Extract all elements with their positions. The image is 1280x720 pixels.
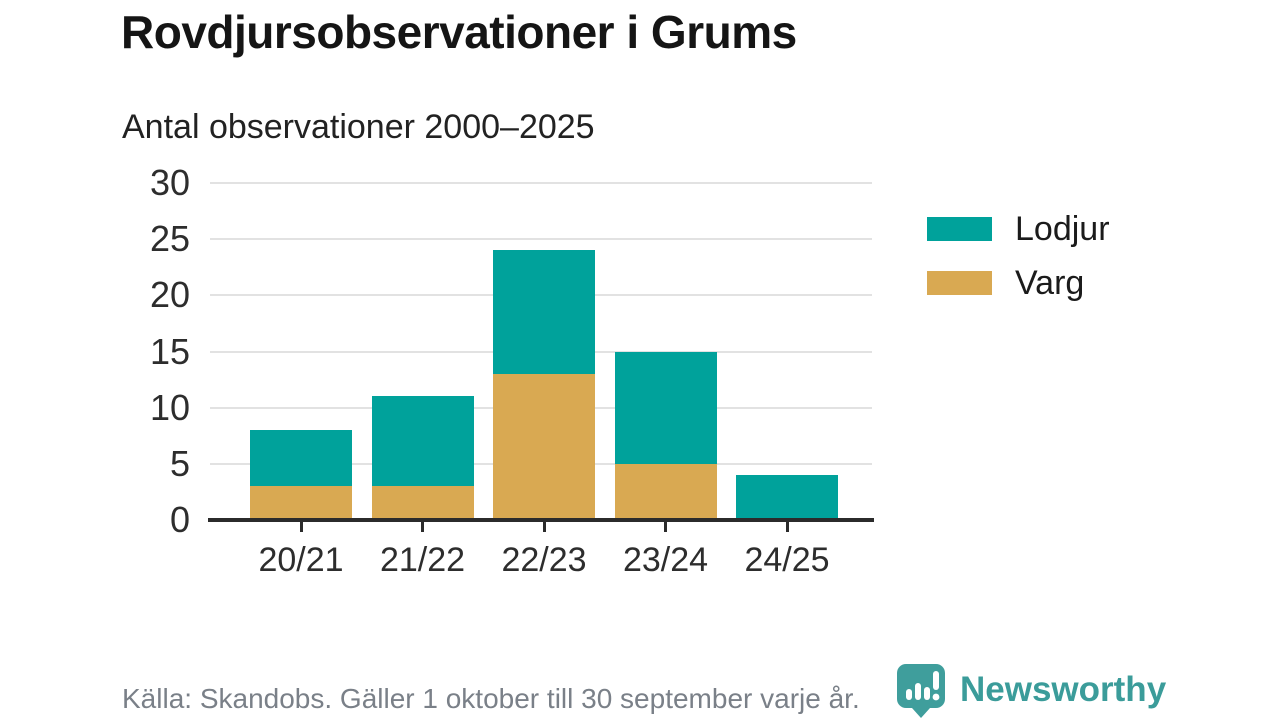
x-axis-tick bbox=[542, 522, 546, 532]
y-axis-label: 5 bbox=[169, 442, 190, 484]
gridline-y-30 bbox=[210, 182, 872, 184]
bar-segment-lodjur bbox=[371, 396, 474, 487]
source-note: Källa: Skandobs. Gäller 1 oktober till 3… bbox=[122, 683, 860, 714]
gridline-y-25 bbox=[210, 238, 872, 241]
bar-segment-varg bbox=[250, 486, 352, 520]
chart-legend: Lodjur Varg bbox=[927, 210, 1110, 302]
y-axis-label: 20 bbox=[149, 274, 190, 316]
x-axis-label: 20/21 bbox=[258, 541, 344, 579]
bar-segment-varg bbox=[493, 373, 595, 520]
bar-segment-varg bbox=[371, 486, 474, 520]
x-axis-tick bbox=[785, 522, 789, 532]
x-axis-label: 21/22 bbox=[379, 541, 466, 579]
newsworthy-logo: Newsworthy bbox=[896, 663, 1166, 719]
bar-chart-speech-bubble-icon bbox=[897, 664, 945, 718]
x-axis-label: 22/23 bbox=[501, 541, 587, 579]
x-axis-tick bbox=[421, 522, 424, 532]
chart-subtitle: Antal observationer 2000–2025 bbox=[122, 108, 595, 146]
bar-segment-lodjur bbox=[614, 351, 717, 464]
bar-segment-lodjur bbox=[250, 430, 352, 487]
x-axis-label: 23/24 bbox=[622, 541, 709, 579]
chart-title: Rovdjursobservationer i Grums bbox=[121, 6, 797, 58]
legend-item-lodjur: Lodjur bbox=[927, 210, 1110, 248]
x-axis-tick bbox=[664, 522, 667, 532]
y-axis-label: 10 bbox=[149, 386, 190, 428]
x-axis-label: 24/25 bbox=[744, 541, 830, 579]
legend-label: Lodjur bbox=[1015, 210, 1110, 248]
y-axis-label: 15 bbox=[149, 330, 190, 372]
bar-segment-varg bbox=[614, 463, 717, 520]
legend-item-varg: Varg bbox=[927, 264, 1110, 302]
y-axis-label: 25 bbox=[149, 218, 190, 260]
bar-segment-lodjur bbox=[493, 250, 595, 374]
legend-swatch-lodjur bbox=[927, 217, 992, 241]
legend-swatch-varg bbox=[927, 271, 992, 295]
x-axis-line bbox=[208, 518, 874, 522]
legend-label: Varg bbox=[1015, 264, 1085, 302]
y-axis-label: 0 bbox=[169, 499, 190, 540]
newsworthy-wordmark: Newsworthy bbox=[960, 670, 1167, 709]
x-axis-tick bbox=[299, 522, 303, 532]
y-axis-label: 30 bbox=[149, 162, 190, 203]
bar-segment-lodjur bbox=[736, 475, 838, 520]
